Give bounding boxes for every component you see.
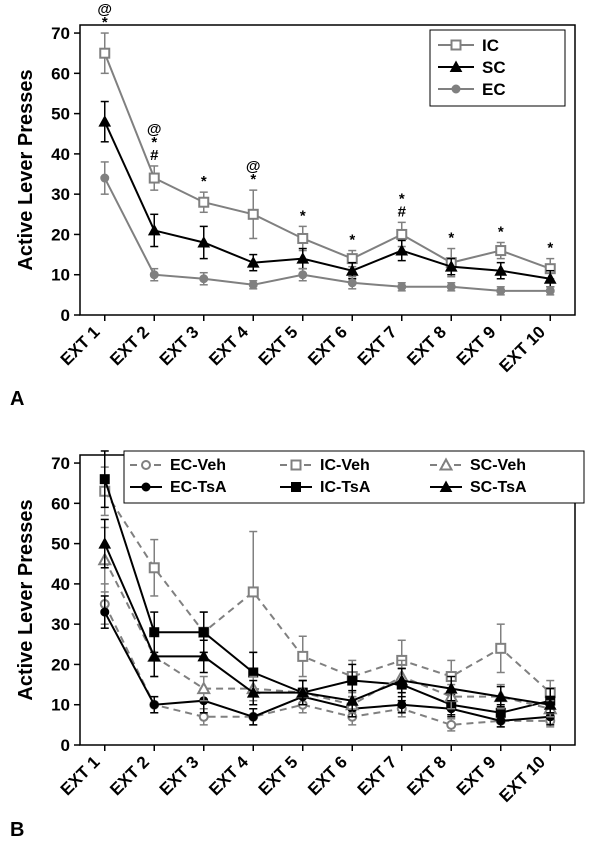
svg-text:*: * [201,173,207,190]
svg-text:EXT 9: EXT 9 [453,322,500,369]
svg-text:50: 50 [51,105,70,124]
svg-text:SC-TsA: SC-TsA [470,479,527,496]
svg-text:*: * [300,207,306,224]
svg-text:*: * [250,171,256,188]
svg-text:20: 20 [51,225,70,244]
svg-text:EXT 1: EXT 1 [57,322,104,369]
svg-text:EXT 2: EXT 2 [106,752,153,799]
svg-text:30: 30 [51,615,70,634]
svg-text:SC-Veh: SC-Veh [470,457,526,474]
svg-text:EXT 4: EXT 4 [205,752,252,799]
svg-text:70: 70 [51,454,70,473]
svg-text:IC-Veh: IC-Veh [320,457,370,474]
svg-text:EXT 7: EXT 7 [354,322,401,369]
svg-text:*: * [498,224,504,241]
svg-text:70: 70 [51,24,70,43]
svg-text:EXT 2: EXT 2 [106,322,153,369]
svg-text:20: 20 [51,655,70,674]
svg-text:EXT 7: EXT 7 [354,752,401,799]
svg-text:EXT 8: EXT 8 [403,322,450,369]
svg-text:60: 60 [51,494,70,513]
svg-text:EC: EC [482,80,506,99]
svg-text:#: # [398,203,407,220]
svg-text:#: # [150,147,159,164]
panel-b-svg: 0 10 20 30 40 50 60 70 Active Lever Presses EXT 1… [0,421,600,851]
figure: 0 10 20 30 40 50 60 70 Active Lever Presses EXT 1… [0,0,600,851]
svg-text:EXT 6: EXT 6 [304,322,351,369]
svg-text:EXT 5: EXT 5 [255,752,302,799]
svg-text:0: 0 [61,736,70,755]
panel-a-svg: 0 10 20 30 40 50 60 70 Active Lever Presses EXT 1… [0,0,600,430]
svg-text:EXT 9: EXT 9 [453,752,500,799]
svg-text:EXT 5: EXT 5 [255,322,302,369]
svg-text:*: * [102,14,108,31]
svg-text:IC-TsA: IC-TsA [320,479,371,496]
svg-text:Active Lever Presses: Active Lever Presses [15,499,37,700]
svg-text:40: 40 [51,145,70,164]
svg-text:EXT 4: EXT 4 [205,322,252,369]
svg-text:SC: SC [482,58,506,77]
svg-text:40: 40 [51,575,70,594]
svg-text:10: 10 [51,696,70,715]
svg-text:EXT 3: EXT 3 [156,752,203,799]
svg-text:10: 10 [51,266,70,285]
svg-text:IC: IC [482,36,499,55]
svg-text:*: * [547,240,553,257]
svg-text:EXT 8: EXT 8 [403,752,450,799]
svg-text:30: 30 [51,185,70,204]
svg-text:*: * [349,232,355,249]
svg-text:EXT 3: EXT 3 [156,322,203,369]
svg-text:B: B [10,819,24,841]
svg-text:*: * [448,230,454,247]
svg-text:EXT 6: EXT 6 [304,752,351,799]
svg-text:A: A [10,388,24,410]
svg-text:EC-TsA: EC-TsA [170,479,227,496]
svg-text:EXT 10: EXT 10 [496,752,550,806]
svg-text:EXT 10: EXT 10 [496,322,550,376]
svg-text:EC-Veh: EC-Veh [170,457,226,474]
svg-text:0: 0 [61,306,70,325]
svg-text:EXT 1: EXT 1 [57,752,104,799]
svg-text:Active Lever Presses: Active Lever Presses [15,69,37,270]
svg-text:60: 60 [51,64,70,83]
svg-text:50: 50 [51,535,70,554]
